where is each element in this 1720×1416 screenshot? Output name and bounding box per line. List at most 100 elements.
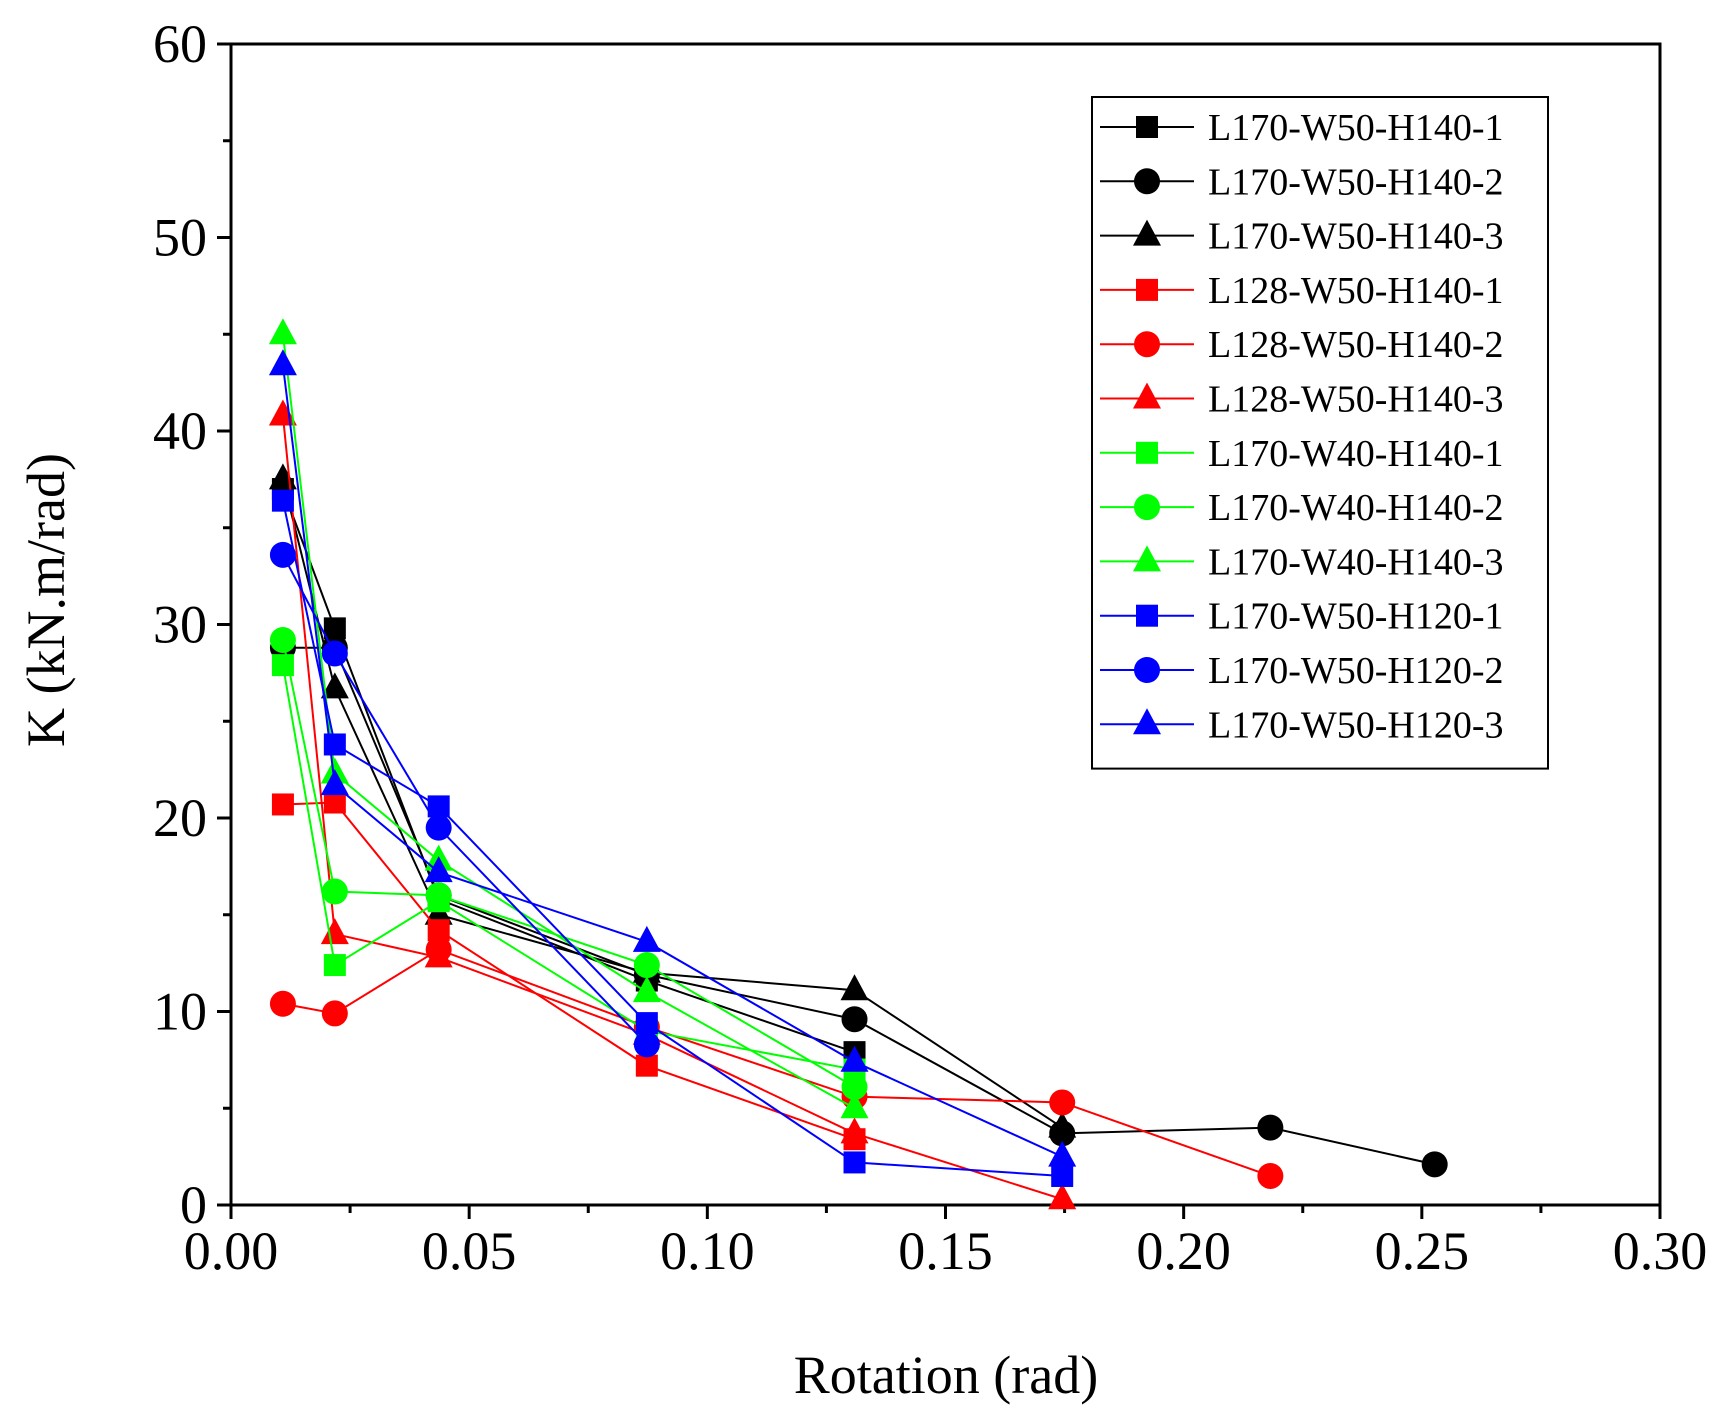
data-point <box>269 990 296 1017</box>
data-point <box>427 795 450 818</box>
data-point <box>840 1092 869 1119</box>
legend-label: L170-W50-H120-3 <box>1208 704 1503 746</box>
data-point <box>268 463 297 490</box>
data-point <box>635 1012 658 1035</box>
data-point <box>1048 1140 1077 1167</box>
legend-marker <box>1134 657 1160 683</box>
data-point <box>271 489 294 512</box>
data-point <box>321 1000 348 1027</box>
data-point <box>323 954 346 977</box>
legend-marker <box>1136 604 1158 627</box>
series-L170-W50-H140-1 <box>271 478 866 1064</box>
legend-label: L170-W50-H120-1 <box>1208 596 1503 638</box>
legend-item: L170-W40-H140-1 <box>1100 433 1503 475</box>
data-point <box>632 925 661 952</box>
series-line <box>282 554 648 1046</box>
legend-item: L128-W50-H140-1 <box>1100 270 1503 312</box>
legend-marker <box>1134 494 1160 521</box>
data-point <box>320 672 349 699</box>
legend-box <box>1091 96 1549 770</box>
data-point <box>323 733 346 756</box>
data-point <box>269 541 296 568</box>
data-point <box>424 856 453 883</box>
legend-item: L170-W50-H120-3 <box>1100 704 1503 746</box>
legend-item: L170-W50-H140-3 <box>1100 216 1503 258</box>
legend-label: L170-W50-H140-1 <box>1208 107 1503 149</box>
legend-item: L170-W50-H120-1 <box>1100 596 1503 638</box>
y-tick-label: 0 <box>180 1175 207 1235</box>
legend-marker <box>1133 219 1161 246</box>
data-point <box>323 617 346 640</box>
series-layer <box>268 318 1448 1210</box>
series-L128-W50-H140-3 <box>268 399 1077 1210</box>
data-point <box>425 882 452 909</box>
series-L170-W50-H120-3 <box>268 349 1077 1167</box>
series-line <box>282 646 1435 1166</box>
x-tick-label: 0.05 <box>422 1221 517 1281</box>
x-tick-label: 0.00 <box>184 1221 279 1281</box>
data-point <box>320 769 349 796</box>
data-point <box>268 318 297 345</box>
data-point <box>843 1151 866 1174</box>
data-point <box>840 1045 869 1072</box>
data-point <box>1421 1151 1448 1178</box>
legend-item: L170-W50-H140-1 <box>1100 107 1503 149</box>
series-line <box>281 664 855 1071</box>
legend-label: L170-W50-H140-2 <box>1208 161 1503 203</box>
legend-label: L170-W50-H140-3 <box>1208 216 1503 258</box>
x-tick-label: 0.30 <box>1613 1221 1708 1281</box>
data-point <box>1048 1111 1077 1138</box>
data-point <box>1049 1089 1076 1116</box>
data-point <box>271 793 294 816</box>
legend: L170-W50-H140-1 L170-W50-H140-2 L170-W50-H… <box>1091 96 1549 770</box>
data-point <box>1048 1183 1077 1210</box>
series-L170-W50-H120-2 <box>269 541 660 1058</box>
legend-marker <box>1136 441 1158 464</box>
legend-label: L128-W50-H140-3 <box>1208 379 1503 421</box>
series-L170-W40-H140-2 <box>269 626 868 1100</box>
data-point <box>1051 1164 1074 1187</box>
legend-marker <box>1136 116 1158 138</box>
axes: 0.00 0.05 0.10 0.15 0.20 0.25 0.30 0 10 20 30 40 50 6… <box>153 14 1707 1281</box>
x-tick-label: 0.10 <box>660 1221 755 1281</box>
legend-item: L170-W40-H140-2 <box>1100 487 1503 529</box>
series-line <box>281 500 1063 1177</box>
legend-label: L170-W40-H140-1 <box>1208 433 1503 475</box>
x-tick-label: 0.15 <box>898 1221 993 1281</box>
data-point <box>633 1031 660 1058</box>
legend-label: L170-W40-H140-2 <box>1208 487 1503 529</box>
x-axis-title: Rotation (rad) <box>794 1345 1098 1405</box>
legend-item: L128-W50-H140-2 <box>1100 324 1503 366</box>
legend-item: L128-W50-H140-3 <box>1100 379 1503 421</box>
legend-marker <box>1134 168 1160 195</box>
y-tick-label: 60 <box>153 14 207 74</box>
x-tick-label: 0.25 <box>1375 1221 1470 1281</box>
series-line <box>281 365 1063 1158</box>
data-point <box>320 918 349 945</box>
data-point <box>633 952 660 979</box>
data-point <box>840 1117 869 1144</box>
legend-item: L170-W50-H140-2 <box>1100 161 1503 203</box>
legend-label: L170-W40-H140-3 <box>1208 541 1503 583</box>
series-line <box>282 801 855 1141</box>
series-line <box>281 639 856 1088</box>
series-line <box>281 488 855 1054</box>
data-point <box>1257 1162 1284 1189</box>
data-point <box>424 941 453 968</box>
data-point <box>841 1006 868 1033</box>
legend-marker <box>1133 708 1161 735</box>
data-point <box>427 919 450 942</box>
series-line <box>281 415 1063 1201</box>
legend-marker <box>1133 382 1161 409</box>
data-point <box>321 878 348 905</box>
legend-item: L170-W50-H120-2 <box>1100 650 1503 692</box>
data-point <box>321 640 348 667</box>
y-axis-title: K (kN.m/rad) <box>16 453 76 747</box>
legend-marker <box>1136 278 1158 301</box>
y-tick-label: 10 <box>153 982 207 1042</box>
y-tick-label: 30 <box>153 595 207 655</box>
data-point <box>840 974 869 1001</box>
legend-item: L170-W40-H140-3 <box>1100 541 1503 583</box>
data-point <box>841 1073 868 1100</box>
series-L170-W50-H120-1 <box>271 489 1074 1187</box>
